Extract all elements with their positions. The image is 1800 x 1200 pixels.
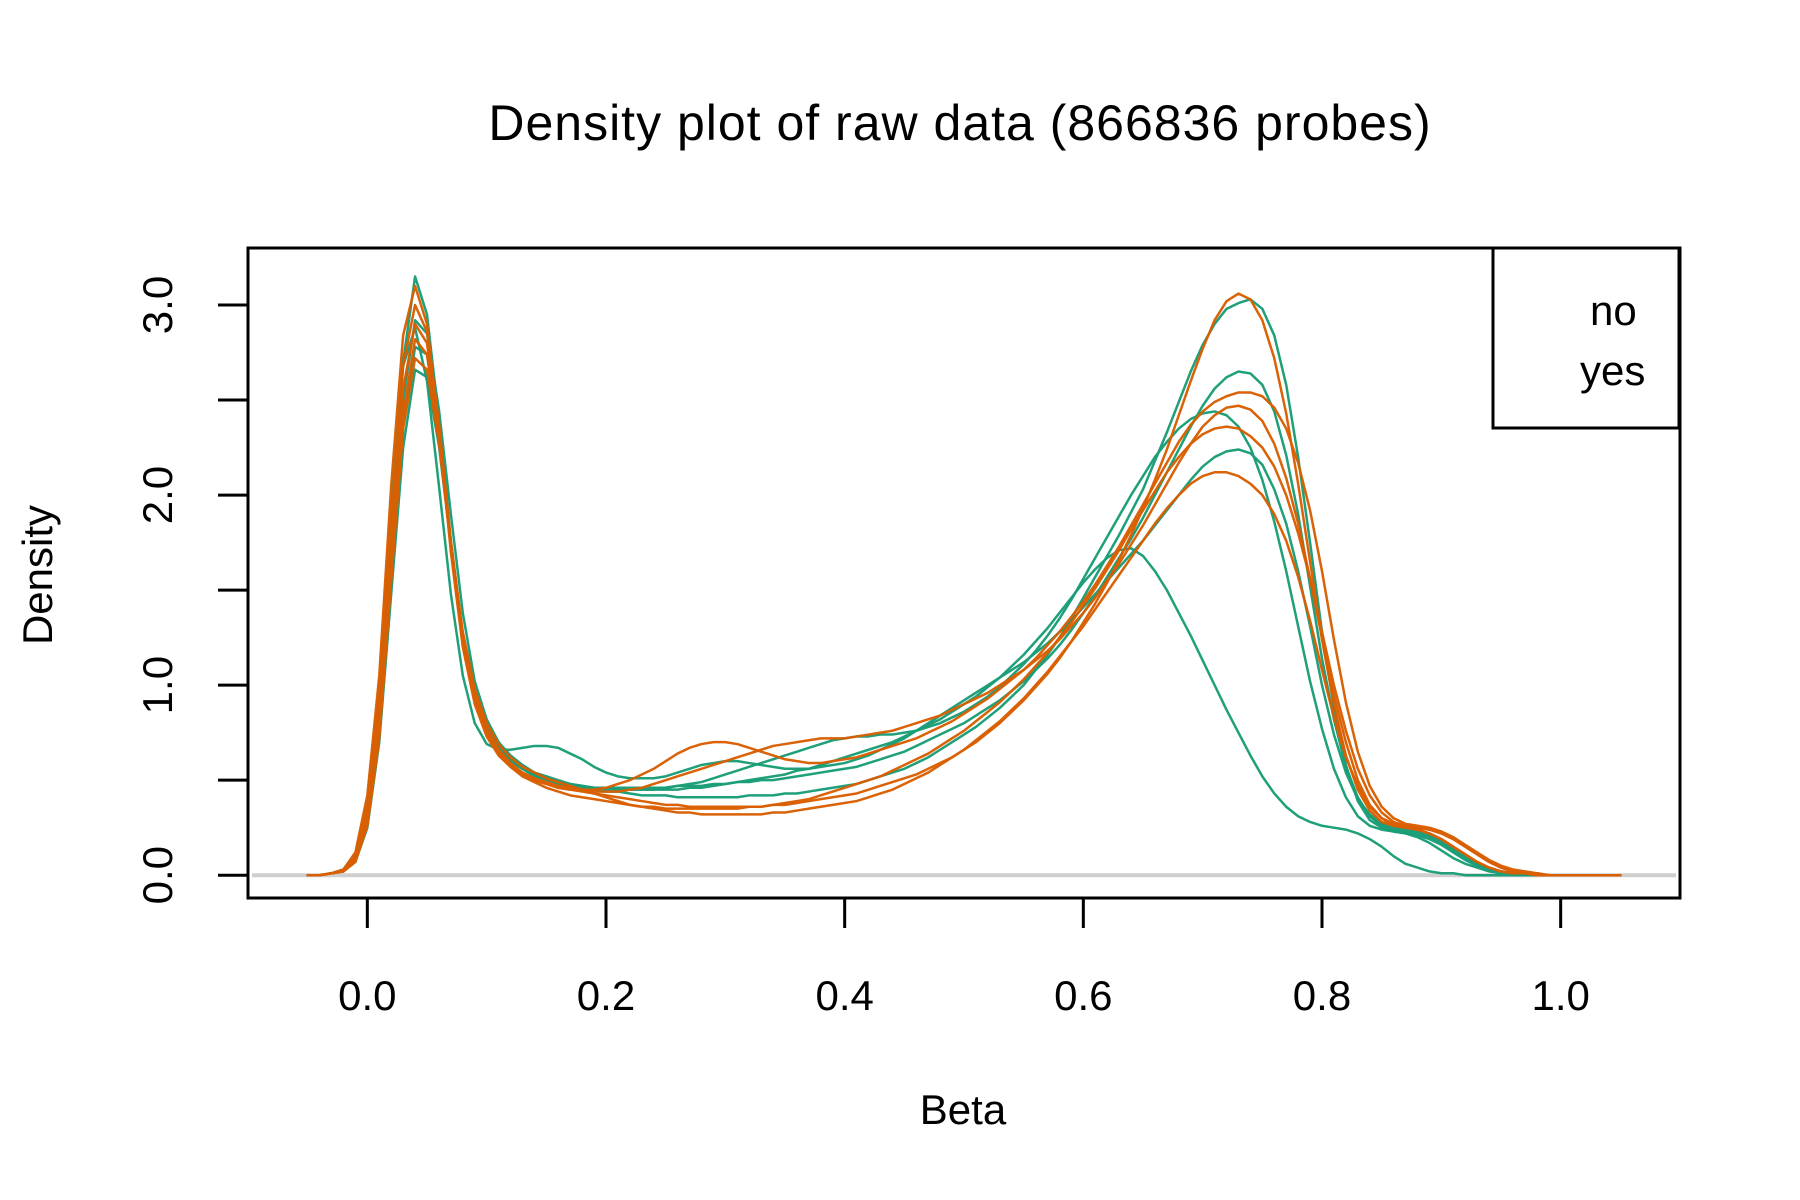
x-tick-label-0.0: 0.0 [338, 972, 396, 1019]
plot-frame [246, 246, 1682, 900]
x-tick-label-0.6: 0.6 [1054, 972, 1112, 1019]
plot-area: 0.0 0.2 0.4 0.6 0.8 1.0 0.0 1.0 2.0 3.0 [134, 246, 1682, 1019]
density-curve-yes-8 [306, 322, 1622, 877]
x-axis-title: Beta [920, 1086, 1007, 1133]
y-tick-label-1.0: 1.0 [134, 656, 181, 714]
y-tick-label-3.0: 3.0 [134, 276, 181, 334]
density-curve-no-3 [306, 326, 1622, 877]
x-tick-label-1.0: 1.0 [1531, 972, 1589, 1019]
density-curve-no-2 [306, 318, 1622, 877]
chart-title: Density plot of raw data (866836 probes) [488, 95, 1431, 151]
legend-box [1491, 246, 1681, 430]
y-tick-label-2.0: 2.0 [134, 466, 181, 524]
density-curve-no-4 [306, 345, 1622, 877]
x-tick-label-0.8: 0.8 [1293, 972, 1351, 1019]
x-tick-label-0.4: 0.4 [815, 972, 873, 1019]
x-tick-label-0.2: 0.2 [577, 972, 635, 1019]
legend-label-yes: yes [1580, 347, 1645, 394]
density-curve-yes-6 [306, 284, 1622, 877]
legend: no yes [1491, 246, 1681, 430]
legend-label-no: no [1590, 287, 1637, 334]
density-curve-yes-10 [306, 356, 1622, 877]
density-curve-no-5 [306, 368, 1622, 877]
density-curve-yes-9 [306, 337, 1622, 877]
y-axis-title: Density [14, 505, 61, 645]
density-curve-yes-7 [306, 303, 1622, 877]
y-tick-label-0.0: 0.0 [134, 846, 181, 904]
density-curve-no-1 [306, 275, 1622, 877]
